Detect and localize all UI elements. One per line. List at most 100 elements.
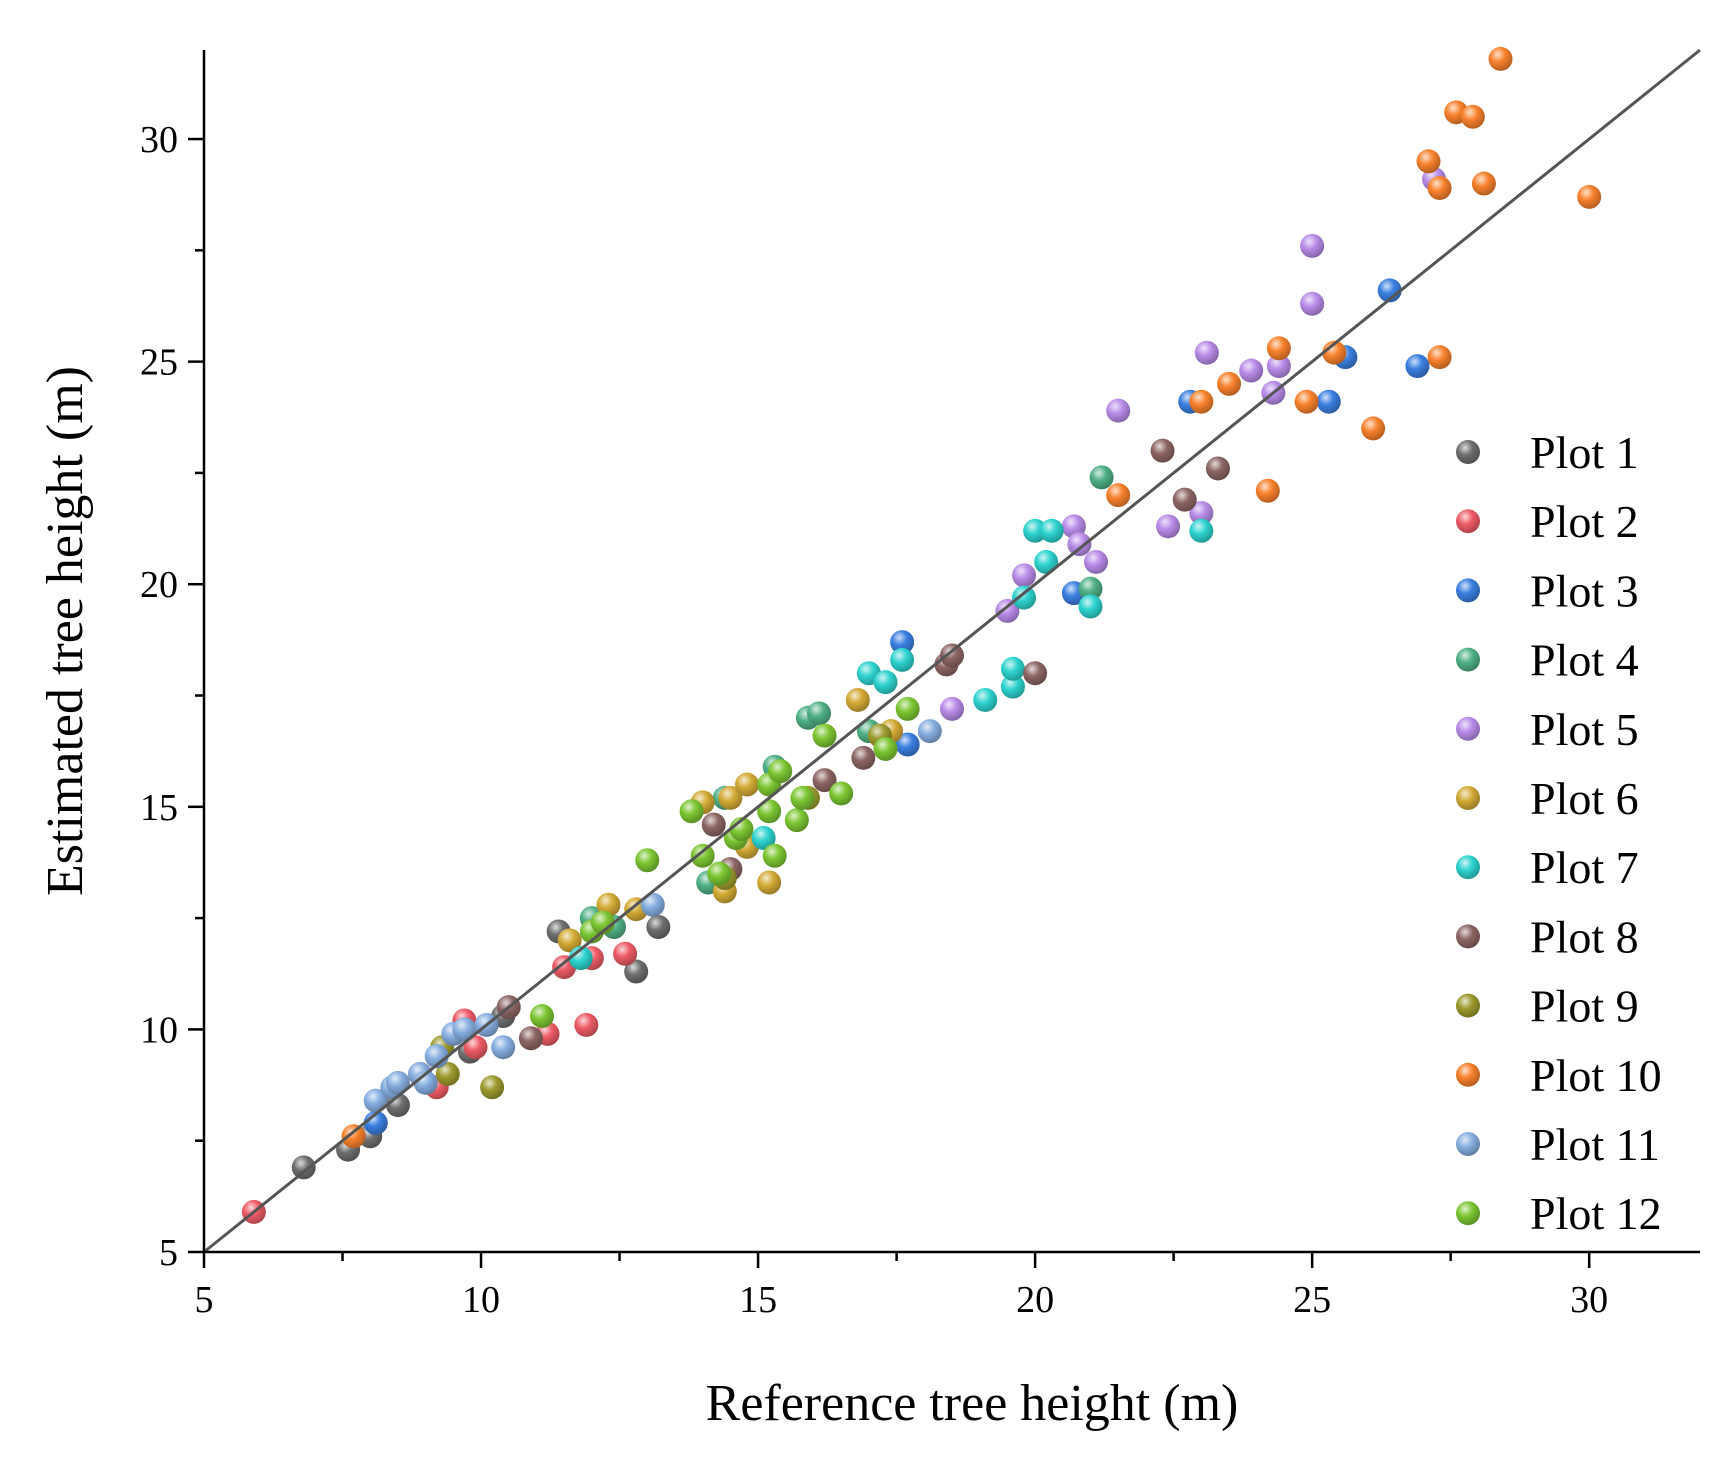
legend-label: Plot 8 [1530,911,1639,962]
legend: Plot 1 Plot 2 Plot 3 Plot 4 Plot 5 Plot 6 Plot… [1456,427,1662,1239]
legend-label: Plot 9 [1530,981,1639,1032]
data-point [480,1075,505,1100]
data-point [557,928,582,953]
data-point [1000,674,1025,699]
data-point [701,812,726,837]
y-tick-label: 5 [159,1232,178,1274]
data-point [635,848,660,873]
data-point [762,843,787,868]
data-point [291,1155,316,1180]
data-point [995,598,1020,623]
data-point [734,772,759,797]
data-point [851,745,876,770]
legend-marker [1456,440,1480,464]
legend-marker [1456,855,1480,880]
data-point [895,696,920,721]
data-point [1106,483,1131,508]
x-tick-label: 25 [1293,1279,1331,1321]
data-point [1012,563,1037,588]
data-point [646,915,671,940]
legend-marker [1456,786,1480,810]
data-point [1078,576,1103,601]
legend-marker [1456,1201,1480,1226]
data-point [1012,585,1037,610]
points-layer [241,46,1602,1224]
data-point [491,1035,516,1060]
data-point [784,808,809,833]
series-plot-2 [241,941,638,1224]
data-point [1577,184,1602,209]
data-point [873,670,898,695]
data-point [1217,371,1242,396]
data-point [790,785,815,810]
data-point [1194,340,1219,365]
data-point [895,732,920,757]
data-point [845,687,870,712]
data-point [1084,549,1109,574]
x-tick-label: 20 [1016,1279,1054,1321]
data-point [385,1070,410,1095]
x-tick-label: 30 [1570,1279,1608,1321]
data-point [873,736,898,761]
data-point [1189,500,1214,525]
legend-label: Plot 3 [1530,565,1639,616]
data-point [1034,549,1059,574]
x-tick-label: 5 [195,1279,214,1321]
data-point [751,825,776,850]
x-axis-title: Reference tree height (m) [706,1375,1239,1432]
series-plot-7 [568,518,1214,971]
legend-marker [1456,1062,1480,1087]
y-tick-label: 20 [140,564,178,606]
data-point [1300,233,1325,258]
data-point [624,959,649,984]
legend-label: Plot 12 [1530,1188,1662,1239]
data-point [973,687,998,712]
data-point [1150,438,1175,463]
legend-marker [1456,509,1480,534]
data-point [1294,389,1319,414]
series-plot-5 [940,167,1447,721]
legend-marker [1456,578,1480,603]
legend-label: Plot 6 [1530,773,1639,824]
data-point [613,941,638,966]
data-point [341,1124,366,1149]
legend-label: Plot 10 [1530,1050,1662,1101]
data-point [829,781,854,806]
ticks: 5 10 15 20 25 30 5 10 15 20 25 30 [140,119,1608,1321]
legend-label: Plot 7 [1530,842,1639,893]
legend-label: Plot 5 [1530,704,1639,755]
data-point [1078,594,1103,619]
data-point [529,1004,554,1029]
y-axis-title: Estimated tree height (m) [37,366,94,896]
legend-marker [1456,924,1480,949]
data-point [1460,104,1485,129]
data-point [812,768,837,793]
data-point [640,892,665,917]
data-point [718,785,743,810]
data-point [1189,389,1214,414]
data-point [768,759,793,784]
data-point [518,1026,543,1051]
data-point [574,1012,599,1037]
data-point [1405,354,1430,379]
data-point [363,1088,388,1113]
legend-marker [1456,993,1480,1018]
legend-marker [1456,1132,1480,1156]
data-point [1416,149,1441,174]
legend-label: Plot 1 [1530,427,1639,478]
y-tick-label: 15 [140,787,178,829]
legend-label: Plot 4 [1530,635,1639,686]
one-to-one-line [203,48,1701,1254]
data-point [1156,514,1181,539]
data-point [807,701,832,726]
data-point [1000,656,1025,681]
y-tick-label: 30 [140,119,178,161]
data-point [1239,358,1264,383]
data-point [1205,456,1230,481]
data-point [452,1017,477,1042]
y-tick-label: 25 [140,342,178,384]
legend-marker [1456,716,1480,741]
series-plot-8 [496,438,1230,1051]
